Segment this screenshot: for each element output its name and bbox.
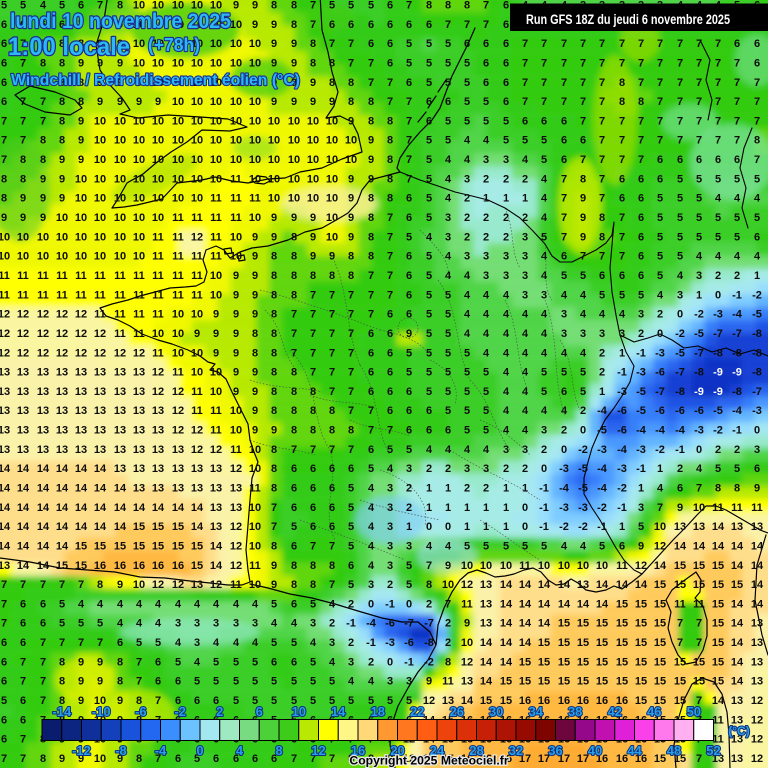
svg-text:40: 40: [588, 743, 602, 758]
svg-text:Windchill / Refroidissement éo: Windchill / Refroidissement éolien (°C): [11, 72, 300, 89]
svg-text:38: 38: [568, 704, 582, 719]
svg-text:34: 34: [529, 704, 544, 719]
svg-text:46: 46: [647, 704, 661, 719]
svg-text:-6: -6: [135, 704, 147, 719]
svg-text:-10: -10: [92, 704, 111, 719]
svg-text:48: 48: [667, 743, 681, 758]
svg-text:32: 32: [509, 743, 523, 758]
svg-text:42: 42: [608, 704, 622, 719]
svg-text:44: 44: [627, 743, 642, 758]
svg-text:0: 0: [196, 743, 203, 758]
svg-text:(+78h): (+78h): [148, 35, 200, 55]
svg-text:-14: -14: [52, 704, 72, 719]
svg-text:8: 8: [275, 743, 282, 758]
svg-text:-8: -8: [115, 743, 127, 758]
svg-text:18: 18: [371, 704, 385, 719]
svg-text:Run GFS 18Z du jeudi 6 novembr: Run GFS 18Z du jeudi 6 novembre 2025: [526, 12, 730, 27]
svg-text:50: 50: [687, 704, 701, 719]
svg-text:30: 30: [489, 704, 503, 719]
svg-text:2: 2: [216, 704, 223, 719]
svg-text:14: 14: [331, 704, 346, 719]
svg-text:lundi 10 novembre 2025: lundi 10 novembre 2025: [10, 10, 231, 33]
svg-text:20: 20: [390, 743, 404, 758]
svg-text:28: 28: [469, 743, 483, 758]
svg-text:52: 52: [706, 743, 720, 758]
svg-text:-4: -4: [155, 743, 167, 758]
svg-text:4: 4: [236, 743, 244, 758]
svg-text:36: 36: [548, 743, 562, 758]
svg-text:(°C): (°C): [728, 724, 749, 738]
svg-text:16: 16: [351, 743, 365, 758]
svg-text:1:00 locale: 1:00 locale: [8, 33, 130, 61]
svg-text:26: 26: [450, 704, 464, 719]
svg-text:10: 10: [292, 704, 306, 719]
svg-text:Copyright 2025 Meteociel.fr: Copyright 2025 Meteociel.fr: [349, 754, 508, 768]
svg-text:24: 24: [430, 743, 445, 758]
svg-text:-12: -12: [72, 743, 91, 758]
svg-text:-2: -2: [174, 704, 186, 719]
svg-text:22: 22: [410, 704, 424, 719]
svg-text:6: 6: [256, 704, 263, 719]
svg-text:12: 12: [311, 743, 325, 758]
